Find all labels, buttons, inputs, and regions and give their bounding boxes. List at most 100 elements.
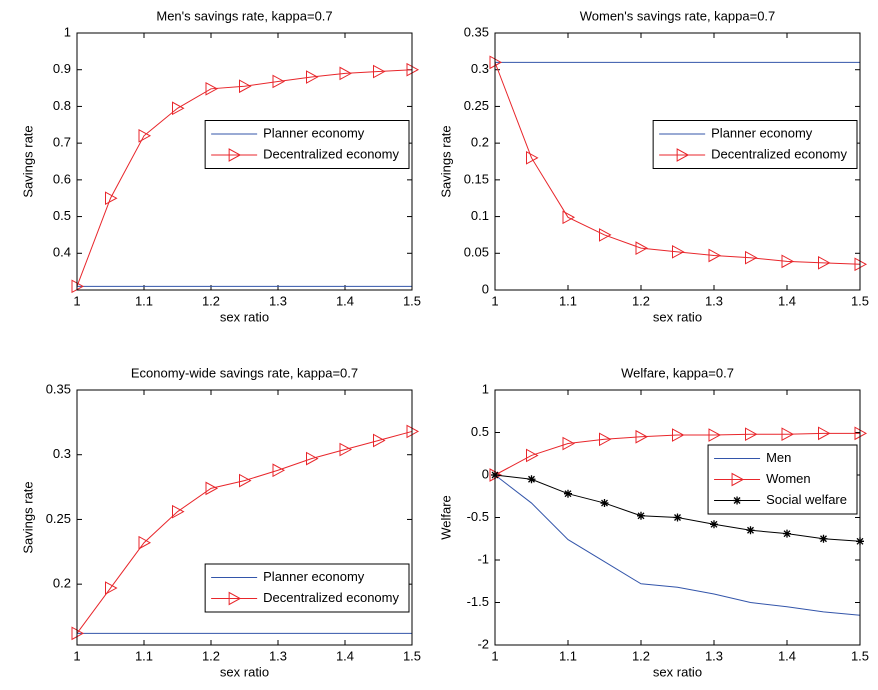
legend: Men Women Social welfare <box>707 444 858 515</box>
x-tick-label: 1 <box>73 293 80 308</box>
marker <box>339 66 353 81</box>
subplot: 1 1.1 1.2 1.3 1.4 1.5 0.2 0.25 0.3 0.35 Economy-wi… <box>20 365 421 679</box>
marker <box>272 463 286 478</box>
marker <box>600 499 609 508</box>
y-tick-label: 0.05 <box>464 245 489 260</box>
x-tick-label: 1.4 <box>778 293 796 308</box>
x-tick-label: 1.3 <box>705 293 723 308</box>
x-tick-label: 1.3 <box>269 648 287 663</box>
y-tick-label: 0.35 <box>464 24 489 39</box>
y-tick-label: 0.3 <box>471 61 489 76</box>
legend: Planner economy Decentralized economy <box>204 563 410 613</box>
y-tick-label: 0.8 <box>53 98 71 113</box>
marker <box>564 489 572 498</box>
marker <box>373 64 386 79</box>
y-tick-label: 0.4 <box>53 245 71 260</box>
x-tick-label: 1.2 <box>202 293 220 308</box>
x-tick-label: 1 <box>491 293 498 308</box>
marker <box>635 429 649 444</box>
y-tick-label: 1 <box>64 24 71 39</box>
marker <box>708 248 722 263</box>
x-tick-label: 1.4 <box>336 293 354 308</box>
y-tick-label: 0.25 <box>46 511 71 526</box>
legend-label: Men <box>766 450 791 465</box>
series-line <box>76 430 413 634</box>
legend-label: Decentralized economy <box>263 590 399 605</box>
y-tick-label: -0.5 <box>467 509 489 524</box>
y-axis-label: Welfare <box>438 495 453 540</box>
marker <box>562 436 576 451</box>
x-tick-label: 1 <box>73 648 80 663</box>
x-tick-label: 1.1 <box>559 648 577 663</box>
chart-title: Women's savings rate, kappa=0.7 <box>580 8 776 23</box>
y-tick-label: 0.6 <box>53 171 71 186</box>
x-tick-label: 1.2 <box>202 648 220 663</box>
legend: Planner economy Decentralized economy <box>204 120 410 169</box>
y-tick-label: 0.5 <box>53 208 71 223</box>
y-tick-label: 1 <box>482 381 489 396</box>
marker <box>239 79 252 94</box>
legend: Planner economy Decentralized economy <box>652 120 858 169</box>
subplot: 1 1.1 1.2 1.3 1.4 1.5 0 0.05 0.1 0.15 0.2 0.25 0.3 0.… <box>438 8 869 324</box>
series-line <box>76 69 413 287</box>
marker <box>673 513 682 522</box>
x-axis-label: sex ratio <box>653 664 702 679</box>
marker <box>239 473 252 488</box>
marker <box>138 128 152 143</box>
legend-label: Decentralized economy <box>711 146 847 161</box>
x-tick-label: 1.1 <box>559 293 577 308</box>
y-tick-label: 0.15 <box>464 171 489 186</box>
marker <box>733 496 742 505</box>
subplot: 1 1.1 1.2 1.3 1.4 1.5 0.4 0.5 0.6 0.7 0.8 0.9 1 Men's… <box>20 8 421 324</box>
marker <box>306 451 319 466</box>
marker <box>710 520 718 529</box>
x-tick-label: 1.1 <box>135 648 153 663</box>
y-tick-label: 0 <box>482 466 489 481</box>
y-tick-label: -1 <box>477 551 489 566</box>
marker <box>745 427 758 442</box>
marker <box>818 255 831 270</box>
marker <box>599 228 612 242</box>
y-axis-label: Savings rate <box>438 125 453 197</box>
marker <box>205 81 219 96</box>
legend-label: Planner economy <box>711 125 813 140</box>
marker <box>172 504 185 519</box>
chart-title: Welfare, kappa=0.7 <box>621 365 734 380</box>
legend-box <box>204 563 410 613</box>
x-tick-label: 1.5 <box>403 648 421 663</box>
marker <box>105 191 118 206</box>
y-tick-label: 0.7 <box>53 135 71 150</box>
marker <box>672 428 685 442</box>
marker <box>635 241 649 255</box>
y-tick-label: -1.5 <box>467 594 489 609</box>
axes-box <box>494 389 861 646</box>
marker <box>783 529 791 538</box>
marker <box>637 511 645 520</box>
legend-box <box>204 120 410 169</box>
marker <box>306 70 319 84</box>
x-tick-label: 1.4 <box>778 648 796 663</box>
chart-title: Men's savings rate, kappa=0.7 <box>156 8 332 23</box>
series-line <box>494 62 861 265</box>
marker <box>105 581 118 595</box>
marker <box>526 448 539 463</box>
x-tick-label: 1.5 <box>851 293 869 308</box>
marker <box>672 244 685 259</box>
y-tick-label: -2 <box>477 636 489 651</box>
y-axis-label: Savings rate <box>20 125 35 197</box>
x-tick-label: 1.2 <box>632 293 650 308</box>
marker <box>731 472 745 487</box>
legend-label: Planner economy <box>263 125 365 140</box>
series-line <box>494 432 860 476</box>
marker <box>708 428 722 442</box>
marker <box>172 101 185 116</box>
y-tick-label: 0.25 <box>464 98 489 113</box>
marker <box>599 432 612 447</box>
y-tick-label: 0.9 <box>53 61 71 76</box>
y-tick-label: 0.1 <box>471 208 489 223</box>
legend-label: Planner economy <box>263 569 365 584</box>
legend-box <box>652 120 858 169</box>
x-tick-label: 1 <box>491 648 498 663</box>
marker <box>339 442 353 457</box>
